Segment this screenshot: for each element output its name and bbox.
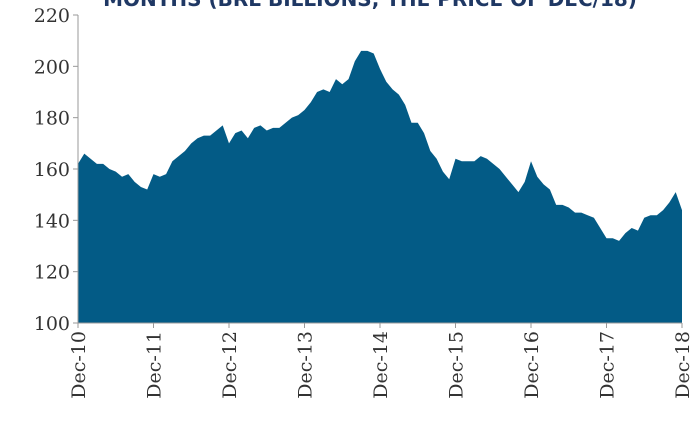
area bbox=[78, 50, 682, 323]
x-tick-label: Dec-10 bbox=[68, 331, 90, 399]
x-tick-label: Dec-16 bbox=[521, 331, 543, 399]
y-tick-label: 220 bbox=[34, 5, 70, 27]
y-tick-label: 120 bbox=[34, 262, 70, 284]
y-tick-label: 180 bbox=[34, 108, 70, 130]
x-tick-label: Dec-17 bbox=[597, 331, 619, 399]
y-tick-label: 140 bbox=[34, 210, 70, 232]
y-tick-label: 200 bbox=[34, 56, 70, 78]
chart-title: MONTHS (BRL BILLIONS, THE PRICE OF DEC/1… bbox=[103, 0, 637, 11]
x-tick-label: Dec-14 bbox=[370, 331, 392, 399]
x-tick-label: Dec-11 bbox=[144, 331, 166, 399]
x-tick-label: Dec-12 bbox=[219, 331, 241, 399]
y-tick-label: 160 bbox=[34, 159, 70, 181]
x-tick-label: Dec-18 bbox=[672, 331, 691, 399]
x-tick-label: Dec-15 bbox=[446, 331, 468, 399]
y-tick-label: 100 bbox=[34, 313, 70, 335]
x-tick-label: Dec-13 bbox=[295, 331, 317, 399]
